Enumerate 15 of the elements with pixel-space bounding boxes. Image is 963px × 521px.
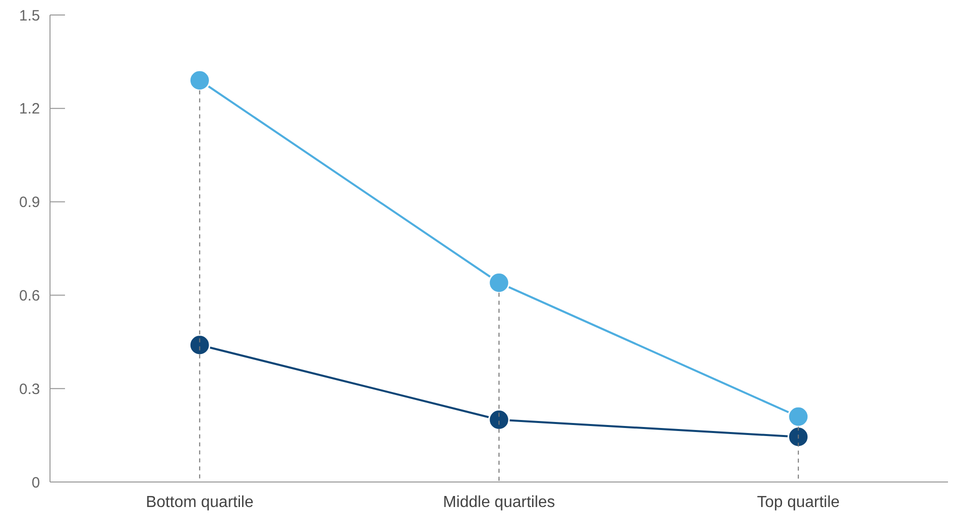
x-tick-label: Bottom quartile — [146, 494, 254, 511]
x-tick-label: Middle quartiles — [442, 494, 556, 511]
point — [188, 70, 210, 92]
y-tick-label: 0.3 — [19, 380, 40, 398]
y-tick-label: 1.2 — [19, 100, 40, 118]
y-tick-label: 0 — [32, 474, 40, 492]
y-tick-label: 0.9 — [19, 194, 40, 212]
y-tick-label: 0.6 — [19, 287, 40, 304]
point — [488, 408, 510, 430]
point — [488, 272, 510, 294]
point — [188, 334, 210, 356]
point — [788, 426, 810, 448]
point — [788, 406, 810, 428]
x-tick-label: Top quartile — [756, 494, 840, 511]
y-tick-label: 1.5 — [19, 7, 40, 24]
